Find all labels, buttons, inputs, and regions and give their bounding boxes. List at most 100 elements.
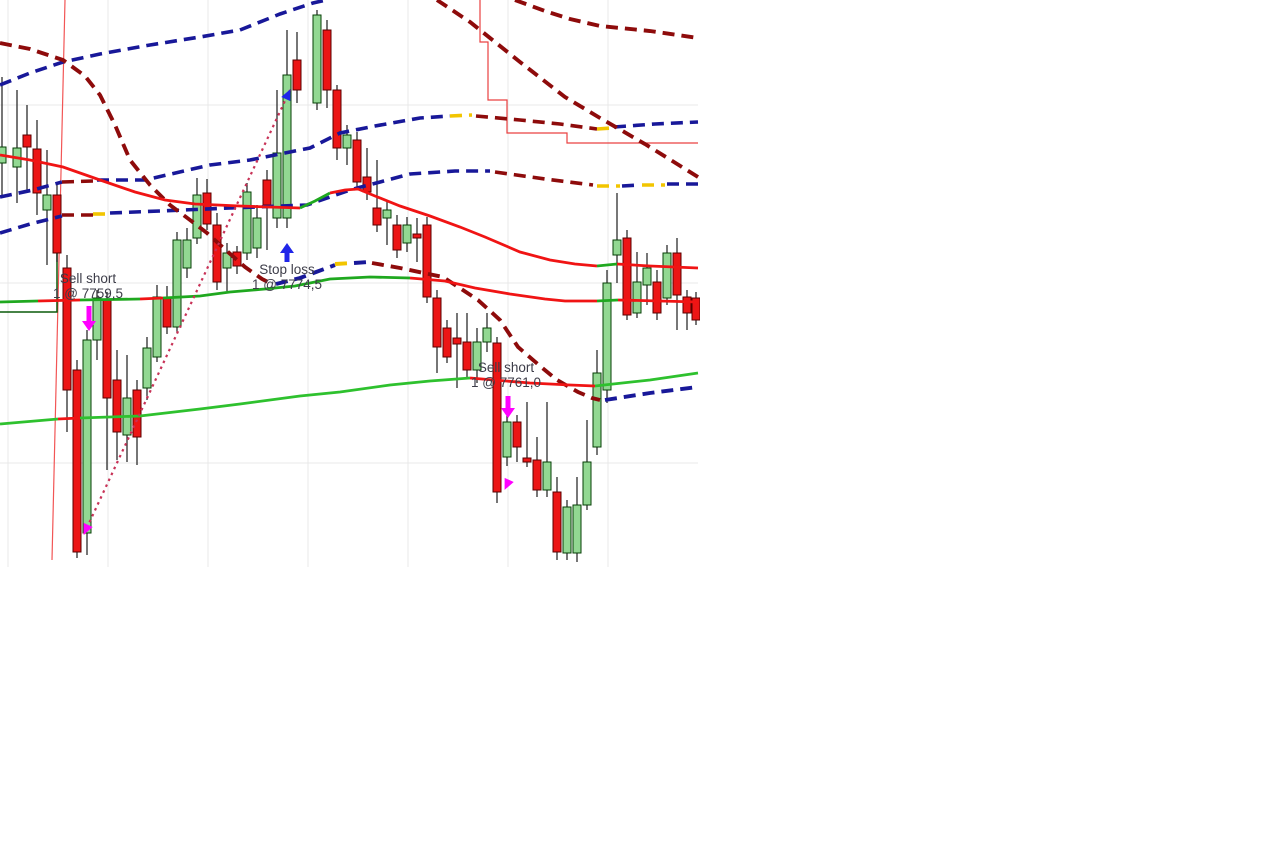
candlestick-bullish <box>502 421 512 458</box>
candlestick-bearish <box>372 207 382 226</box>
candlestick-bearish <box>522 457 532 463</box>
candlestick-bearish <box>532 459 542 491</box>
candlestick-bearish <box>22 134 32 148</box>
candlestick-bullish <box>572 504 582 554</box>
candlestick-bearish <box>392 224 402 251</box>
dashed-ma-steep-right <box>435 0 700 179</box>
candlestick-bullish <box>632 281 642 314</box>
candlestick-bullish <box>312 14 322 104</box>
candlestick-bearish <box>212 224 222 283</box>
candlestick-bearish <box>672 252 682 296</box>
dashed-ma-long-descending <box>353 260 369 265</box>
candlestick-bullish <box>542 461 552 491</box>
entry-level-step <box>0 250 58 313</box>
dashed-ma-top-right-arc <box>514 0 699 40</box>
candlestick-bullish <box>482 327 492 343</box>
slow-ma <box>57 416 81 421</box>
candlestick-bullish <box>642 267 652 286</box>
dashed-ma-mid-upper <box>61 179 94 184</box>
candlestick-bullish <box>662 252 672 299</box>
price-chart-panel[interactable]: Sell short 1 @ 7759,5 Stop loss 1 @ 7774,5 S… <box>0 0 700 567</box>
candlestick-bullish <box>592 372 602 448</box>
trade-label-stop-loss: 1 @ 7774,5 <box>252 277 322 292</box>
slow-ma <box>79 376 471 420</box>
candlestick-bullish <box>382 209 392 219</box>
candlestick-bullish <box>242 191 252 254</box>
fast-ma <box>299 191 331 210</box>
candlestick-bullish <box>182 239 192 269</box>
sell-entry-arrow-1 <box>82 321 96 331</box>
fast-ma <box>596 262 618 268</box>
candlestick-bearish <box>492 342 502 493</box>
candlestick-bearish <box>652 281 662 314</box>
candlestick-bearish <box>432 297 442 348</box>
candlestick-bearish <box>352 139 362 183</box>
candlestick-bearish <box>682 296 692 314</box>
candlestick-bearish <box>332 89 342 149</box>
medium-ma <box>139 296 164 301</box>
candlestick-bearish <box>72 369 82 553</box>
dashed-ma-long-descending <box>371 261 601 402</box>
trade-label-stop-loss: Stop loss <box>259 262 315 277</box>
connector-arrowhead-entry <box>83 522 93 535</box>
medium-ma <box>37 298 81 303</box>
candlestick-bearish <box>691 297 700 321</box>
candlestick-bearish <box>292 59 302 91</box>
trade-label-sell-short-1: Sell short <box>60 271 117 286</box>
slow-ma <box>469 376 596 388</box>
candlestick-bearish <box>62 267 72 391</box>
dashed-ma-mid-upper <box>0 180 63 199</box>
candlestick-bearish <box>512 421 522 448</box>
candlestick-bearish <box>102 299 112 399</box>
trade-label-sell-short-1: 1 @ 7759,5 <box>53 286 123 301</box>
fast-ma <box>616 262 699 270</box>
connector-arrowhead-exit <box>281 89 291 102</box>
candlestick-bullish <box>192 194 202 239</box>
medium-ma <box>79 297 141 302</box>
dashed-ma-long-descending <box>604 385 699 402</box>
dashed-ma-mid-upper <box>97 114 451 182</box>
dashed-ma-mid-lower <box>621 183 641 188</box>
medium-ma <box>617 298 699 304</box>
candlestick-bearish <box>132 389 142 438</box>
candlestick-bearish <box>322 29 332 91</box>
candlestick-bearish <box>32 148 42 194</box>
candlestick-bullish <box>282 74 292 219</box>
medium-ma <box>0 299 39 304</box>
dashed-ma-navy-upper <box>0 0 327 87</box>
candlestick-bullish <box>82 339 92 534</box>
candlestick-bearish <box>162 297 172 328</box>
candlestick-bullish <box>602 282 612 391</box>
candlestick-bullish <box>472 341 482 371</box>
fast-ma <box>0 153 301 210</box>
slow-ma <box>594 371 699 388</box>
medium-ma <box>596 298 619 303</box>
medium-ma <box>409 276 597 303</box>
candlestick-bearish <box>422 224 432 298</box>
candlestick-bullish <box>252 217 262 249</box>
candlestick-bullish <box>342 134 352 149</box>
candlestick-bearish <box>452 337 462 345</box>
stop-step-line <box>479 0 698 144</box>
trend-line-vertical <box>51 0 66 561</box>
candlestick-bullish <box>42 194 52 211</box>
candlestick-bearish <box>552 491 562 553</box>
candlestick-bearish <box>462 341 472 371</box>
candlestick-bearish <box>622 237 632 316</box>
dashed-ma-mid-upper <box>475 114 598 131</box>
candlestick-bullish <box>612 239 622 256</box>
candlestick-bearish <box>412 233 422 239</box>
trade-label-sell-short-2: Sell short <box>478 360 535 375</box>
candlestick-bullish <box>582 461 592 506</box>
candlestick-bullish <box>402 224 412 244</box>
dashed-ma-long-descending <box>0 41 273 286</box>
candlestick-bullish <box>562 506 572 554</box>
medium-ma <box>162 275 411 300</box>
candlestick-bullish <box>142 347 152 389</box>
trade-connector-line <box>83 89 291 535</box>
slow-ma <box>0 417 59 426</box>
dashed-ma-mid-lower <box>0 214 63 235</box>
candlestick-bullish <box>152 296 162 358</box>
dashed-ma-mid-upper <box>596 126 613 131</box>
